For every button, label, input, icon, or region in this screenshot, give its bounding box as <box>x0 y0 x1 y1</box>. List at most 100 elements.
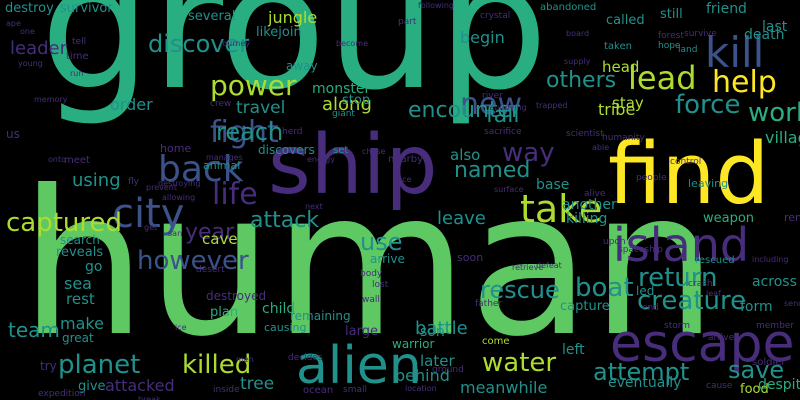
word: small <box>343 385 367 395</box>
word: stay <box>612 94 644 112</box>
word: surviving <box>490 103 527 112</box>
word: able <box>592 143 610 152</box>
word: journey <box>220 39 251 48</box>
word: help <box>712 65 777 100</box>
word: men <box>236 355 254 364</box>
word: save <box>728 356 785 384</box>
word: destroy <box>5 1 54 16</box>
word: battle <box>415 318 468 339</box>
word: creature <box>637 286 747 316</box>
word: begin <box>460 28 505 47</box>
word: also <box>450 146 481 164</box>
word: water <box>482 348 557 378</box>
word: others <box>546 68 617 93</box>
word: land <box>678 45 698 55</box>
word: ice <box>175 323 187 332</box>
word: team <box>8 318 60 342</box>
word: energy <box>307 155 335 164</box>
word: try <box>40 359 57 373</box>
word: sea <box>64 274 92 293</box>
word: board <box>566 29 590 38</box>
word: likejoin <box>256 25 302 40</box>
word: including <box>752 255 789 264</box>
word: san <box>168 229 183 238</box>
word: wall <box>362 295 380 305</box>
word: meet <box>64 155 90 166</box>
word: life <box>212 177 258 212</box>
word: reach <box>216 118 284 146</box>
word: control <box>670 157 702 167</box>
word: death <box>744 27 785 43</box>
word: forest <box>658 31 684 41</box>
word: remains <box>784 211 800 224</box>
word: set <box>333 145 349 156</box>
word: along <box>322 94 372 115</box>
word: ape <box>6 19 21 28</box>
word: sends <box>784 299 800 308</box>
word: soon <box>457 251 484 264</box>
word: spaceship <box>618 245 664 255</box>
word: onto <box>48 155 66 164</box>
word: following <box>418 1 454 10</box>
word: year <box>185 220 235 245</box>
word: force <box>675 90 741 120</box>
word: son <box>420 324 445 340</box>
word: remaining <box>290 309 351 323</box>
word: chase <box>362 147 386 156</box>
word: leaf <box>706 289 721 298</box>
word: rescue <box>480 276 560 304</box>
word: village <box>765 128 800 147</box>
word: ship <box>268 118 438 213</box>
word: nearby <box>388 154 423 165</box>
word: return <box>638 263 718 293</box>
word: us <box>6 127 20 141</box>
word: arrives <box>708 333 739 343</box>
word: new <box>460 87 523 122</box>
word: desert <box>196 265 225 275</box>
word: world <box>748 98 800 128</box>
word: destroying <box>158 179 201 188</box>
word: alive <box>584 189 606 199</box>
word: attacked <box>105 376 175 395</box>
word: taken <box>604 41 632 52</box>
word: body <box>360 269 383 279</box>
word: weapon <box>703 211 755 226</box>
word: giant <box>332 109 355 119</box>
word: animal <box>203 159 241 172</box>
word: part <box>398 17 417 27</box>
word: great <box>62 331 94 345</box>
word: attempt <box>593 358 690 386</box>
word: home <box>160 142 192 155</box>
word: break <box>138 395 161 400</box>
word: captured <box>6 208 123 238</box>
word: friend <box>706 1 747 17</box>
word: head <box>602 58 640 76</box>
word: away <box>286 59 318 73</box>
word: storm <box>664 321 691 331</box>
word: take <box>520 187 603 231</box>
word: herd <box>282 127 303 137</box>
word: leader <box>10 38 68 59</box>
word: surface <box>494 185 524 194</box>
word: river <box>482 91 503 101</box>
word: stop <box>342 93 371 108</box>
word: survivor <box>60 1 113 16</box>
word: killed <box>182 350 252 380</box>
word: find <box>608 125 770 224</box>
word: run <box>70 69 84 78</box>
word: father <box>475 299 503 309</box>
word: leave <box>437 208 486 229</box>
word: escape <box>610 314 795 374</box>
word: discover <box>148 30 250 58</box>
word: crystal <box>480 11 511 21</box>
word: become <box>336 39 369 48</box>
word: fly <box>128 177 139 187</box>
word: another <box>562 197 617 213</box>
word: attack <box>250 208 320 233</box>
word: city <box>112 191 185 237</box>
word: memory <box>34 95 68 104</box>
word: search <box>60 233 100 247</box>
word: back <box>158 149 244 190</box>
word: still <box>660 7 683 22</box>
